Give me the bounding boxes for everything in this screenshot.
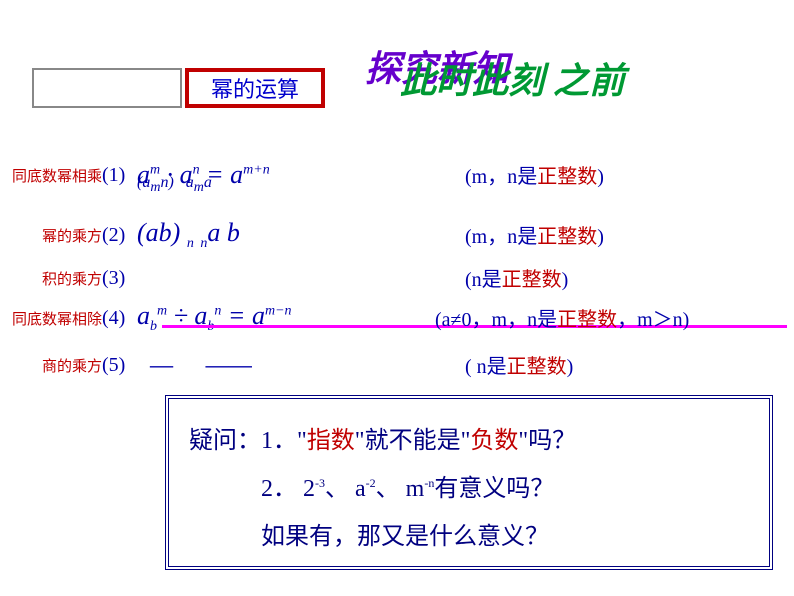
- q1-red2: 负数: [470, 428, 518, 454]
- formula: (ab) n na b: [137, 218, 417, 252]
- q1-mid: "就不能是": [355, 428, 471, 454]
- question-line-2: 2． 2-3、 a-2、 m-n有意义吗？: [189, 465, 749, 513]
- condition: ( n是正整数): [465, 350, 573, 379]
- row-number: (4): [102, 307, 137, 330]
- main-title-text: 幂的运算: [211, 72, 299, 104]
- q2-m2: 、 m: [376, 476, 425, 502]
- formula-row: 同底数幂相除(4)abm ÷ abn = am−n: [2, 298, 417, 338]
- q2-s1: -3: [315, 476, 325, 490]
- q2-s2: -2: [366, 476, 376, 490]
- formula-row: 商的乘方(5) — ——: [2, 345, 417, 385]
- row-label: 同底数幂相乘: [2, 165, 102, 186]
- formula-row: 积的乘方(3): [2, 258, 417, 298]
- row-label: 商的乘方: [2, 355, 102, 376]
- q1-pre: 疑问：1．": [189, 428, 307, 454]
- q1-post: "吗？: [518, 428, 576, 454]
- q2-m1: 、 a: [325, 476, 366, 502]
- formula: — ——: [137, 350, 417, 380]
- formula-row: 幂的乘方(2)(ab) n na b: [2, 215, 417, 255]
- main-title-box: 幂的运算: [185, 68, 325, 108]
- q2-pre: 2． 2: [189, 476, 315, 502]
- question-box: 疑问：1．"指数"就不能是"负数"吗？ 2． 2-3、 a-2、 m-n有意义吗…: [165, 395, 773, 570]
- formula: abm ÷ abn = am−n: [137, 301, 417, 335]
- header-script-right: 此时此刻 之前: [400, 52, 625, 104]
- row-label: 同底数幂相除: [2, 308, 102, 329]
- question-line-1: 疑问：1．"指数"就不能是"负数"吗？: [189, 417, 749, 465]
- formula: am · an = am+n(amn) ama: [137, 160, 417, 190]
- row-label: 积的乘方: [2, 268, 102, 289]
- q1-red1: 指数: [307, 428, 355, 454]
- q2-post: 有意义吗？: [434, 476, 554, 502]
- row-number: (5): [102, 354, 137, 377]
- condition: (a≠0，m，n是正整数，m＞n): [435, 303, 689, 332]
- condition: (m，n是正整数): [465, 220, 604, 249]
- formula-overlap: (amn) ama: [137, 174, 212, 196]
- q2-s3: -n: [424, 476, 434, 490]
- question-line-3: 如果有，那又是什么意义？: [189, 513, 749, 561]
- row-number: (3): [102, 267, 137, 290]
- formula-row: 同底数幂相乘(1)am · an = am+n(amn) ama: [2, 155, 417, 195]
- row-number: (1): [102, 164, 137, 187]
- empty-title-box: [32, 68, 182, 108]
- row-number: (2): [102, 224, 137, 247]
- row-label: 幂的乘方: [2, 225, 102, 246]
- condition: (m，n是正整数): [465, 160, 604, 189]
- condition: (n是正整数): [465, 263, 568, 292]
